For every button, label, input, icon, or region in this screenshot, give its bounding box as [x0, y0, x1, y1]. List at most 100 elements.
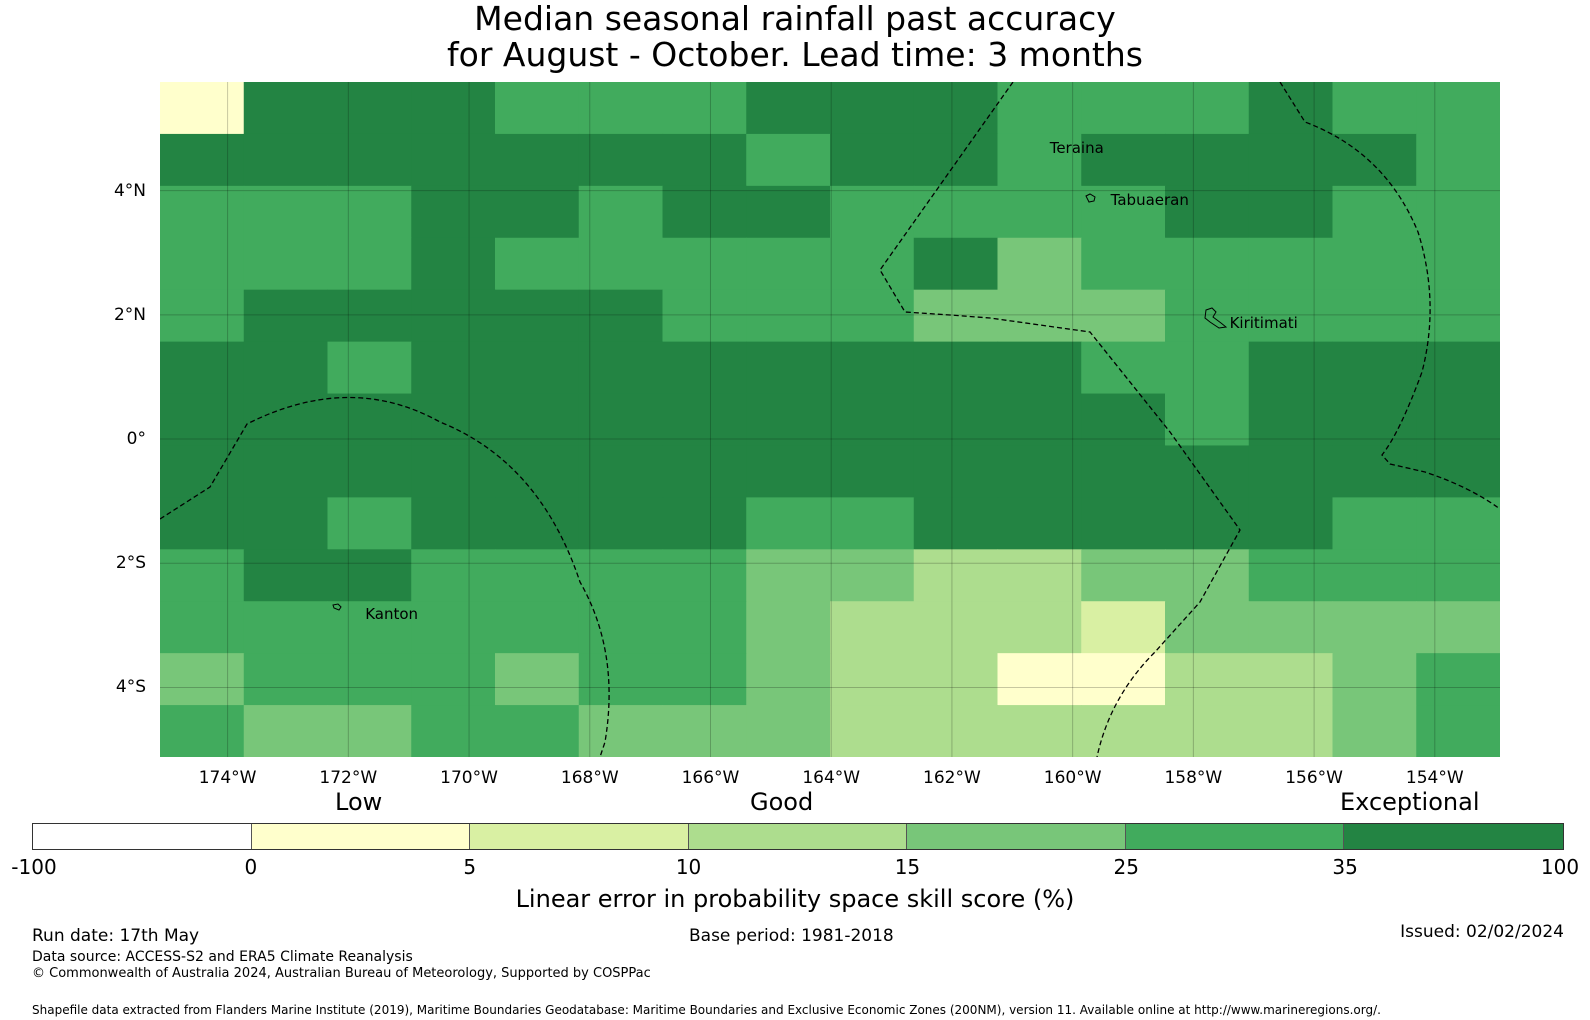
grid-cell [1248, 601, 1334, 654]
grid-cell [578, 497, 664, 550]
place-label: Tabuaeran [1110, 190, 1189, 209]
grid-cell [1081, 82, 1166, 135]
grid-cell [1416, 549, 1500, 602]
grid-cell [243, 653, 329, 706]
grid-cell [997, 289, 1082, 343]
grid-cell [746, 393, 831, 447]
grid-cell [913, 653, 999, 706]
grid-cell [160, 653, 245, 706]
longitude-label: 172°W [319, 768, 378, 788]
grid-cell [1248, 497, 1334, 550]
grid-cell [160, 133, 245, 187]
longitude-label: 170°W [440, 768, 498, 788]
grid-cell [1416, 705, 1500, 757]
grid-cell [1165, 185, 1250, 239]
grid-cell [913, 549, 999, 602]
grid-cell [243, 341, 329, 395]
grid-cell [160, 705, 245, 757]
grid-cell [746, 497, 831, 550]
grid-cell [578, 237, 664, 291]
grid-cell [411, 185, 496, 239]
grid-cell [997, 237, 1082, 291]
grid-cell [1248, 82, 1334, 135]
grid-cell [411, 133, 496, 187]
grid-cell [327, 445, 412, 498]
grid-cell [1165, 601, 1250, 654]
grid-cell [327, 653, 412, 706]
grid-cell [160, 601, 245, 654]
colorbar-tick-label: 10 [675, 855, 702, 879]
colorbar-title: Linear error in probability space skill … [515, 885, 1075, 913]
grid-cell [746, 82, 831, 135]
grid-cell [1165, 133, 1250, 187]
grid-cell [327, 549, 412, 602]
grid-cell [1332, 289, 1417, 343]
grid-cell [1165, 289, 1250, 343]
grid-cell [243, 393, 329, 447]
latitude-label: 2°S [115, 553, 146, 574]
eez-boundary-kiribati-phoenix [160, 396, 610, 757]
grid-cell [913, 82, 999, 135]
grid-cell [327, 497, 412, 550]
place-label: Kanton [365, 604, 419, 623]
grid-cell [746, 133, 831, 187]
grid-cell [913, 393, 999, 447]
grid-cell [411, 289, 496, 343]
island-tabuaeran-shape [1085, 193, 1096, 203]
grid-cell [830, 705, 915, 757]
grid-cell [1332, 601, 1417, 654]
grid-cell [578, 133, 664, 187]
grid-cell [495, 341, 580, 395]
grid-cell [1332, 549, 1417, 602]
grid-cell [662, 705, 747, 757]
grid-cell [160, 185, 245, 239]
grid-cell [1332, 185, 1417, 239]
grid-cell [662, 653, 747, 706]
grid-cell [1416, 393, 1500, 447]
grid-cell [495, 445, 580, 498]
grid-cell [662, 549, 747, 602]
grid-cell [243, 497, 329, 550]
grid-cell [830, 497, 915, 550]
colorbar-segment [470, 824, 689, 849]
grid-cell [411, 445, 496, 498]
grid-cell [1165, 653, 1250, 706]
grid-cell [327, 237, 412, 291]
grid-cell [1248, 445, 1334, 498]
grid-cell [495, 497, 580, 550]
grid-cell [1332, 705, 1417, 757]
grid-cell [746, 601, 831, 654]
grid-cell [1081, 497, 1166, 550]
grid-cell [746, 653, 831, 706]
longitude-label: 162°W [923, 768, 981, 788]
grid-cell [1248, 549, 1334, 602]
skill-map-canvas [160, 82, 1500, 757]
base-period: Base period: 1981-2018 [689, 926, 894, 946]
grid-cell [1332, 237, 1417, 291]
grid-cell [1081, 185, 1166, 239]
grid-cell [327, 601, 412, 654]
grid-cell [160, 445, 245, 498]
grid-cell [913, 341, 999, 395]
grid-cell [830, 549, 915, 602]
latitude-label: 2°N [113, 304, 146, 325]
grid-cell [830, 653, 915, 706]
grid-cell [578, 549, 664, 602]
grid-cell [1081, 601, 1166, 654]
grid-cell [411, 549, 496, 602]
grid-cell [662, 185, 747, 239]
grid-cell [1081, 653, 1166, 706]
map-title-line2: for August - October. Lead time: 3 month… [447, 35, 1143, 74]
colorbar-tick-label: 0 [244, 855, 258, 879]
grid-cell [830, 185, 915, 239]
grid-cell [160, 82, 245, 135]
grid-cell [662, 82, 747, 135]
grid-cell [1248, 133, 1334, 187]
grid-cell [997, 601, 1082, 654]
colorbar-tick-label: 15 [894, 855, 921, 879]
grid-cell [913, 497, 999, 550]
grid-cell [160, 341, 245, 395]
grid-cell [160, 393, 245, 447]
grid-cell [1332, 82, 1417, 135]
grid-cell [243, 185, 329, 239]
